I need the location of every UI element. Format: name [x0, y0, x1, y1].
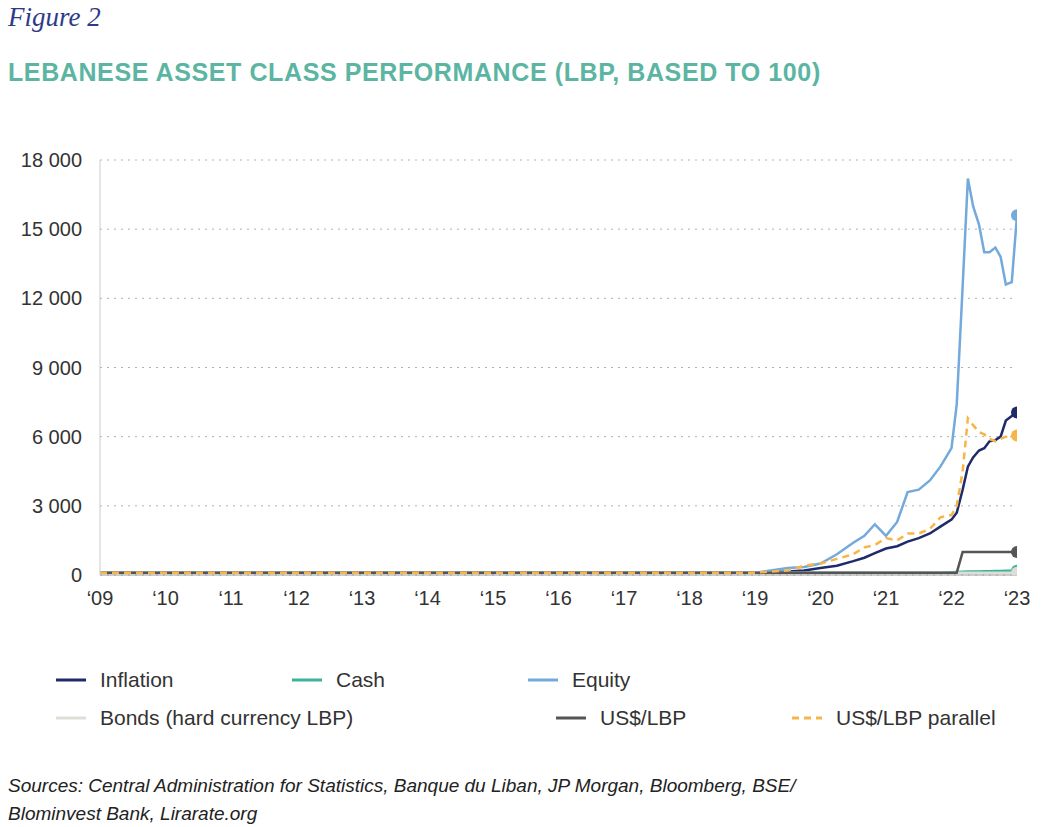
html-text:Sources: Central Administratio: Sources: Central Administration for Stat… [8, 775, 796, 824]
svg-text:‘22: ‘22 [938, 587, 965, 609]
svg-text:‘21: ‘21 [873, 587, 900, 609]
svg-text:‘15: ‘15 [480, 587, 507, 609]
html-text:US$/LBP: US$/LBP [600, 706, 687, 729]
html-text:LEBANESE ASSET CLASS PERFORMAN: LEBANESE ASSET CLASS PERFORMANCE (LBP, B… [8, 58, 821, 86]
svg-text:12 000: 12 000 [21, 287, 82, 309]
svg-text:‘23: ‘23 [1004, 587, 1031, 609]
svg-text:15 000: 15 000 [21, 218, 82, 240]
svg-text:18 000: 18 000 [21, 149, 82, 171]
svg-text:‘19: ‘19 [742, 587, 769, 609]
svg-text:6 000: 6 000 [32, 426, 82, 448]
svg-text:‘09: ‘09 [87, 587, 114, 609]
svg-text:‘16: ‘16 [545, 587, 572, 609]
html-text:Equity: Equity [572, 668, 631, 691]
svg-text:‘11: ‘11 [218, 587, 243, 609]
svg-text:‘14: ‘14 [414, 587, 441, 609]
html-text:US$/LBP parallel: US$/LBP parallel [836, 706, 996, 729]
svg-text:9 000: 9 000 [32, 357, 82, 379]
svg-text:‘10: ‘10 [152, 587, 179, 609]
svg-text:‘13: ‘13 [349, 587, 376, 609]
svg-text:3 000: 3 000 [32, 495, 82, 517]
html-text:Cash: Cash [336, 668, 385, 691]
html-text:Bonds (hard currency LBP): Bonds (hard currency LBP) [100, 706, 354, 729]
svg-text:‘17: ‘17 [611, 587, 638, 609]
svg-text:0: 0 [71, 564, 82, 586]
svg-text:‘12: ‘12 [283, 587, 310, 609]
html-text:Inflation: Inflation [100, 668, 174, 691]
svg-text:‘20: ‘20 [807, 587, 834, 609]
svg-text:‘18: ‘18 [676, 587, 703, 609]
html-text:Figure 2: Figure 2 [8, 2, 101, 32]
